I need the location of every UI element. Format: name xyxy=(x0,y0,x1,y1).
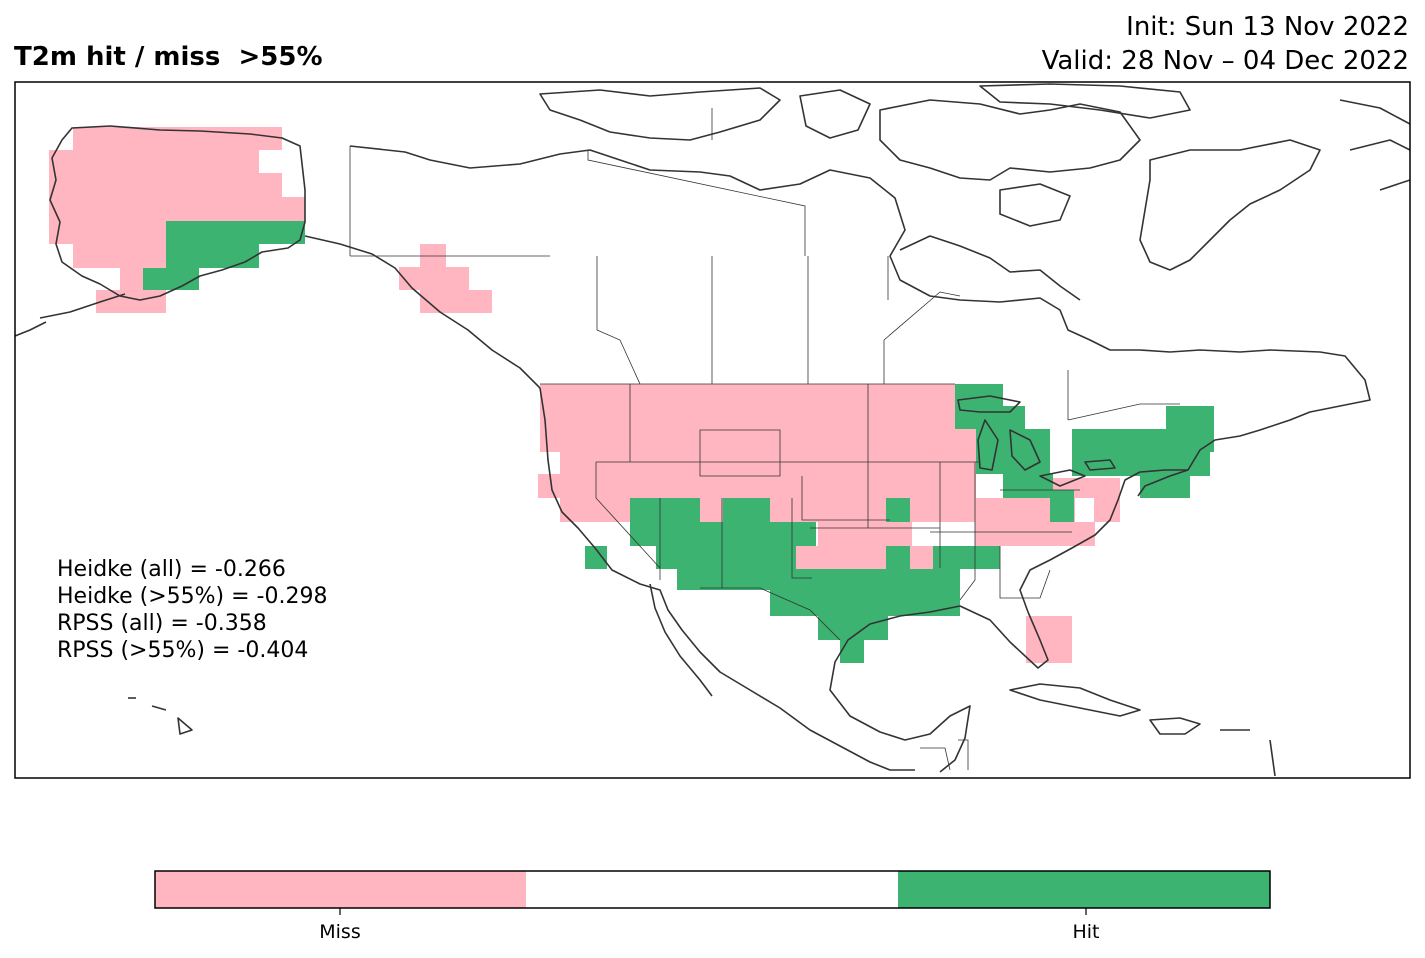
miss-cell xyxy=(975,522,1095,546)
score-rpss-55: RPSS (>55%) = -0.404 xyxy=(57,638,309,663)
miss-cell xyxy=(770,498,886,522)
miss-cell xyxy=(49,197,305,221)
score-rpss-all: RPSS (all) = -0.358 xyxy=(57,611,267,636)
colorbar-neutral-segment xyxy=(526,871,898,908)
colorbar-hit-segment xyxy=(898,871,1270,908)
colorbar xyxy=(154,870,1271,915)
miss-cell xyxy=(1026,640,1072,663)
map-title: T2m hit / miss >55% xyxy=(14,42,323,72)
miss-cell xyxy=(73,244,166,268)
hit-cell xyxy=(143,268,166,290)
hit-cell xyxy=(955,384,1003,406)
hit-cell xyxy=(656,546,796,569)
hit-cell xyxy=(1050,490,1074,522)
hit-cell xyxy=(933,546,1000,569)
colorbar-miss-segment xyxy=(155,871,526,908)
miss-cell xyxy=(540,429,976,452)
miss-cell xyxy=(49,173,282,197)
miss-cell xyxy=(399,267,469,290)
miss-cell xyxy=(540,406,956,429)
valid-range: Valid: 28 Nov – 04 Dec 2022 xyxy=(1041,46,1409,76)
miss-cell xyxy=(540,384,956,406)
colorbar-label-hit: Hit xyxy=(1072,921,1100,943)
score-heidke-all: Heidke (all) = -0.266 xyxy=(57,557,286,582)
hit-cell xyxy=(1140,476,1190,498)
hit-cell xyxy=(630,498,700,522)
miss-cell xyxy=(1094,498,1120,522)
hit-cell xyxy=(723,498,770,522)
hit-cell xyxy=(1166,406,1214,452)
hit-cell xyxy=(955,406,1025,429)
miss-cell xyxy=(818,522,912,546)
miss-cell xyxy=(96,290,166,313)
colorbar-label-miss: Miss xyxy=(319,921,361,943)
political-borders xyxy=(349,108,1180,771)
miss-cell xyxy=(49,150,259,173)
hit-cell xyxy=(770,590,910,616)
miss-cell xyxy=(632,474,976,498)
init-date: Init: Sun 13 Nov 2022 xyxy=(1126,12,1409,42)
miss-cell xyxy=(910,546,933,569)
hit-cell xyxy=(585,546,607,569)
miss-cell xyxy=(796,546,889,569)
map-frame xyxy=(14,81,1411,779)
miss-cell xyxy=(700,498,723,522)
coastlines xyxy=(14,83,1411,777)
miss-cell xyxy=(1026,616,1072,640)
hit-cell xyxy=(976,452,1006,474)
colorbar-frame xyxy=(154,870,1271,909)
hit-cell xyxy=(1003,474,1053,498)
hit-cell xyxy=(166,221,305,244)
hit-cell xyxy=(166,244,259,268)
hit-cell xyxy=(933,569,960,590)
date-info: Init: Sun 13 Nov 2022 Valid: 28 Nov – 04… xyxy=(1042,10,1409,78)
hit-cell xyxy=(840,640,864,663)
miss-cell xyxy=(910,498,976,522)
hit-cell xyxy=(886,498,910,522)
miss-cell xyxy=(49,221,166,244)
hit-cell xyxy=(1072,429,1192,452)
miss-cell xyxy=(420,290,492,313)
verification-cells xyxy=(49,127,1214,663)
hit-cell xyxy=(752,569,910,590)
miss-cell xyxy=(420,244,446,267)
hit-cell xyxy=(886,546,910,569)
miss-cell xyxy=(560,452,976,474)
miss-cell xyxy=(560,498,632,522)
skill-scores: Heidke (all) = -0.266 Heidke (>55%) = -0.… xyxy=(57,556,327,664)
hit-cell xyxy=(630,522,816,546)
score-heidke-55: Heidke (>55%) = -0.298 xyxy=(57,584,328,609)
hit-cell xyxy=(166,268,199,290)
